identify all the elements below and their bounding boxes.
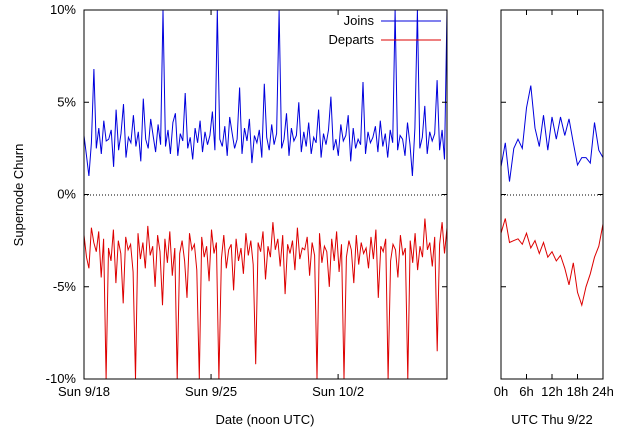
joins-line [500, 85, 604, 182]
x-tick-label: Sun 10/2 [312, 384, 364, 399]
y-axis-label: Supernode Churn [11, 144, 26, 247]
y-tick-label: 5% [57, 94, 76, 109]
y-ticks: 10% 5% 0% -5% -10% [46, 2, 447, 386]
x-ticks: Sun 9/18 Sun 9/25 Sun 10/2 [58, 10, 364, 399]
x-tick-label: 0h [494, 384, 508, 399]
y-tick-label: 10% [50, 2, 76, 17]
day-panel: 0h 6h 12h 18h 24h UTC Thu 9/22 [494, 9, 614, 427]
joins-line [83, 9, 448, 177]
legend-label-departs: Departs [328, 32, 374, 47]
main-panel: 10%5%0%-5%-10% Sun 9/18 Sun 9/25 Sun 10/2 … [11, 2, 448, 427]
x-axis-label: Date (noon UTC) [216, 412, 315, 427]
legend: Joins Departs [328, 13, 441, 47]
x-tick-label: 24h [592, 384, 614, 399]
x-tick-label: 12h [541, 384, 563, 399]
y-tick-label: 0% [57, 187, 76, 202]
day-plot-frame [500, 9, 604, 380]
departs-line [83, 218, 448, 380]
departs-line [500, 218, 604, 308]
x-ticks: 0h 6h 12h 18h 24h [494, 10, 614, 399]
x-tick-label: 18h [567, 384, 589, 399]
main-plot-frame [83, 9, 448, 380]
y-tick-label: -10% [46, 371, 77, 386]
x-tick-label: Sun 9/18 [58, 384, 110, 399]
y-tick-label: -5% [53, 279, 77, 294]
day-x-axis-label: UTC Thu 9/22 [511, 412, 592, 427]
x-tick-label: Sun 9/25 [185, 384, 237, 399]
x-tick-label: 6h [519, 384, 533, 399]
legend-label-joins: Joins [344, 13, 375, 28]
